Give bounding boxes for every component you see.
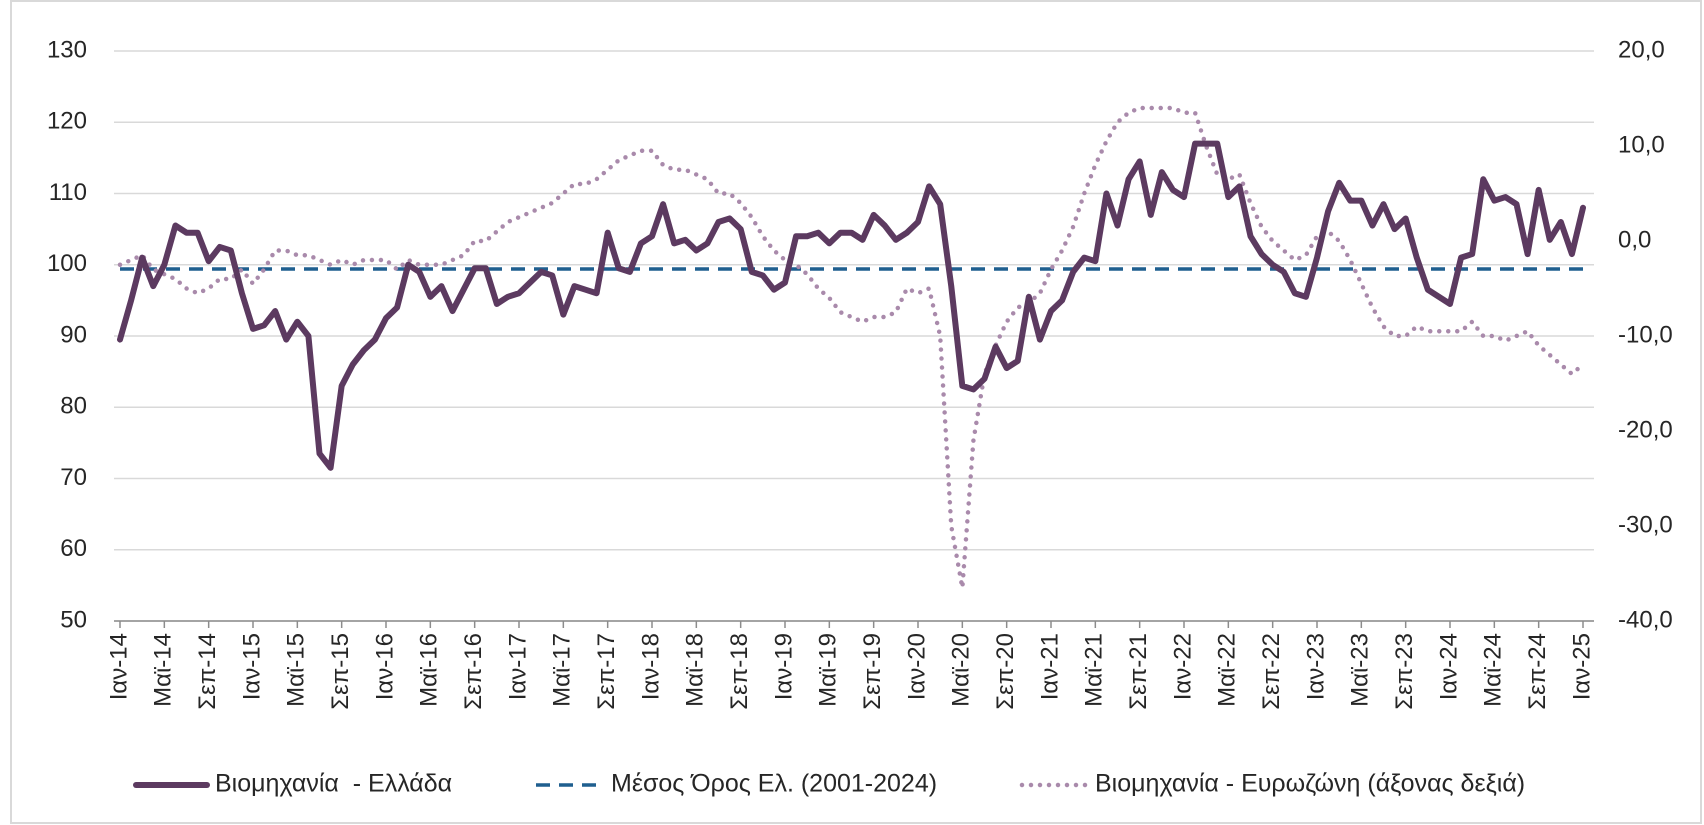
x-tick-label: Σεπ-18 [726,633,753,710]
y-tick-label: 50 [60,606,87,633]
x-tick-label: Μαϊ-15 [283,633,310,707]
legend-item: Βιομηχανία - Ελλάδα [133,770,452,798]
x-tick-label: Μαϊ-17 [549,633,576,707]
x-tick-label: Σεπ-17 [593,633,620,710]
x-tick-label: Σεπ-15 [327,633,354,710]
x-tick-label: Ιαν-19 [770,633,797,700]
series-line [117,140,1586,471]
x-tick-label: Μαϊ-14 [150,633,177,707]
x-tick-label: Ιαν-15 [238,633,265,700]
x-tick-label: Ιαν-16 [371,633,398,700]
y2-tick-label: 0,0 [1618,226,1651,253]
x-tick-label: Μαϊ-16 [416,633,443,707]
x-tick-label: Μαϊ-22 [1214,633,1241,707]
x-tick-label: Σεπ-24 [1524,633,1551,710]
legend-item: Μέσος Όρος Ελ. (2001-2024) [536,770,937,798]
x-tick-label: Σεπ-22 [1258,633,1285,710]
x-tick-label: Ιαν-25 [1568,633,1595,700]
x-tick-label: Ιαν-21 [1036,633,1063,700]
y-tick-label: 80 [60,393,87,420]
y2-tick-label: -30,0 [1618,511,1673,538]
y-tick-label: 90 [60,321,87,348]
y2-tick-label: 20,0 [1618,36,1665,63]
legend-label: Μέσος Όρος Ελ. (2001-2024) [611,770,937,798]
y-tick-label: 100 [47,250,87,277]
x-tick-label: Μαϊ-19 [815,633,842,707]
y-tick-label: 70 [60,464,87,491]
x-tick-label: Μαϊ-23 [1347,633,1374,707]
chart-border [10,0,1702,824]
x-tick-label: Ιαν-17 [504,633,531,700]
x-tick-label: Ιαν-20 [903,633,930,700]
y-tick-label: 60 [60,535,87,562]
x-tick-label: Ιαν-18 [637,633,664,700]
series-line [117,105,1586,589]
x-tick-label: Ιαν-14 [105,633,132,700]
x-tick-label: Σεπ-14 [194,633,221,710]
x-tick-label: Μαϊ-18 [682,633,709,707]
legend-label: Βιομηχανία - Ευρωζώνη (άξονας δεξιά) [1095,770,1525,798]
y2-tick-label: -40,0 [1618,606,1673,633]
y-tick-label: 130 [47,36,87,63]
x-tick-label: Σεπ-19 [859,633,886,710]
x-tick-label: Σεπ-21 [1125,633,1152,710]
y2-tick-label: -20,0 [1618,416,1673,443]
y-tick-label: 120 [47,108,87,135]
legend-item: Βιομηχανία - Ευρωζώνη (άξονας δεξιά) [1019,770,1525,798]
x-tick-label: Ιαν-24 [1435,633,1462,700]
y2-tick-label: -10,0 [1618,321,1673,348]
y-tick-label: 110 [49,179,87,206]
x-tick-label: Μαϊ-24 [1480,633,1507,707]
x-tick-label: Σεπ-23 [1391,633,1418,710]
y2-tick-label: 10,0 [1618,131,1665,158]
x-tick-label: Μαϊ-20 [948,633,975,707]
x-tick-label: Ιαν-22 [1169,633,1196,700]
x-tick-label: Ιαν-23 [1302,633,1329,700]
legend-label: Βιομηχανία - Ελλάδα [215,770,452,798]
x-tick-label: Σεπ-16 [460,633,487,710]
x-tick-label: Σεπ-20 [992,633,1019,710]
x-tick-label: Μαϊ-21 [1081,633,1108,707]
